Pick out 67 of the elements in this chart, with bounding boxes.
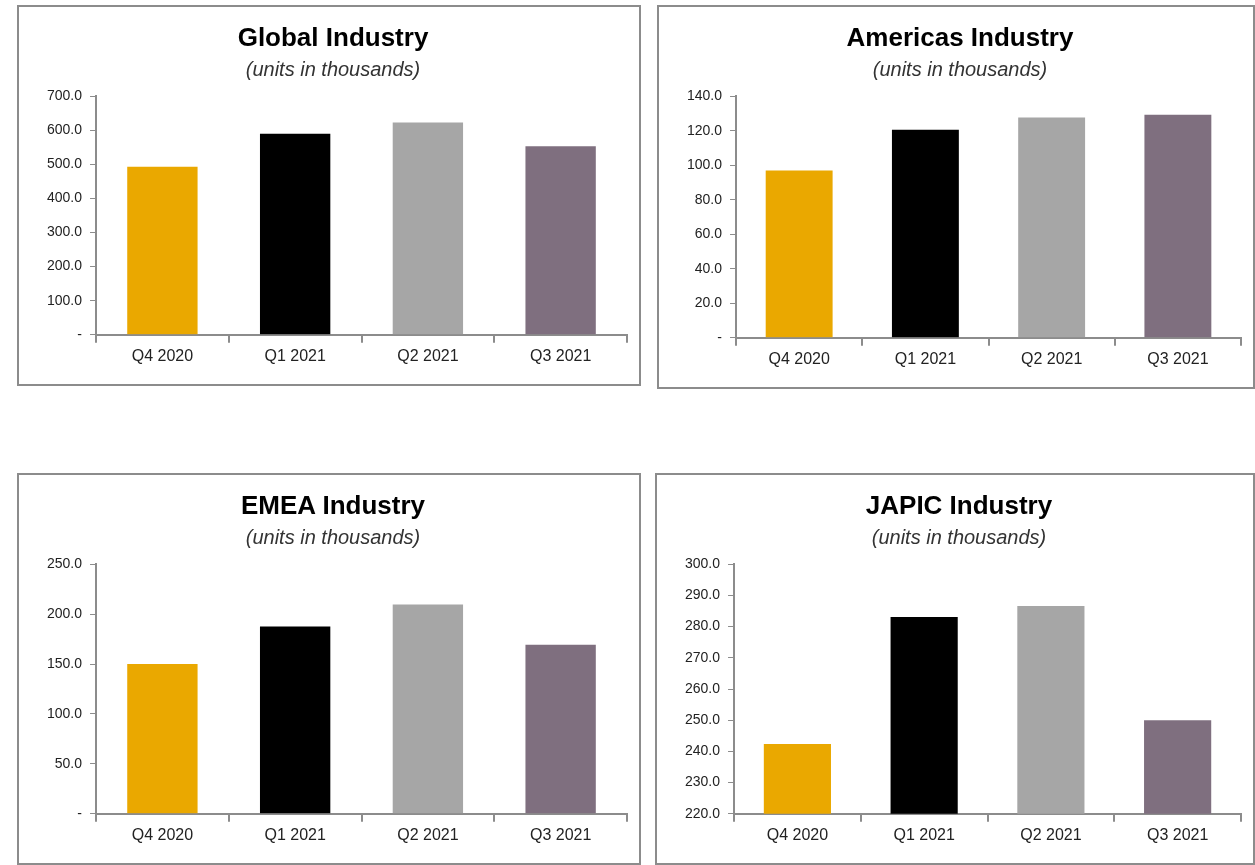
y-tick-label: 100.0 [46, 704, 83, 721]
y-tick-label: 300.0 [46, 223, 83, 240]
y-tick-label: 400.0 [46, 189, 83, 206]
y-tick-label: 200.0 [46, 257, 83, 274]
x-tick-label: Q3 2021 [1146, 825, 1209, 843]
bar [127, 664, 198, 814]
y-tick-label: 230.0 [684, 773, 721, 790]
y-tick-label: 600.0 [46, 121, 83, 138]
chart-title: EMEA Industry [241, 489, 426, 520]
x-tick-label: Q2 2021 [397, 346, 459, 364]
bar [765, 170, 833, 338]
bar [259, 133, 331, 335]
x-tick-label: Q1 2021 [264, 825, 326, 843]
y-tick-label: 260.0 [684, 679, 721, 696]
y-tick-label: - [77, 804, 83, 821]
x-tick-label: Q1 2021 [264, 346, 326, 364]
x-tick-label: Q1 2021 [893, 825, 955, 843]
y-tick-label: 40.0 [694, 259, 723, 276]
y-tick-label: 220.0 [684, 804, 721, 821]
y-tick-label: 200.0 [46, 604, 83, 621]
y-tick-label: 300.0 [684, 555, 721, 572]
y-tick-label: 250.0 [46, 555, 83, 572]
bar [891, 129, 959, 338]
y-tick-label: 700.0 [46, 87, 83, 104]
y-tick-label: 20.0 [694, 294, 723, 311]
y-tick-label: 290.0 [684, 586, 721, 603]
chart-subtitle: (units in thousands) [871, 525, 1047, 548]
chart-title: JAPIC Industry [865, 489, 1053, 520]
x-tick-label: Q2 2021 [1020, 349, 1083, 367]
x-tick-label: Q4 2020 [766, 825, 829, 843]
y-tick-label: 50.0 [54, 754, 83, 771]
x-tick-label: Q3 2021 [529, 825, 592, 843]
bar [1144, 114, 1212, 338]
y-tick-label: 250.0 [684, 711, 721, 728]
bar [525, 644, 596, 814]
chart-subtitle: (units in thousands) [245, 525, 421, 548]
bar [1018, 117, 1086, 338]
chart-subtitle: (units in thousands) [245, 57, 421, 80]
bar [525, 146, 596, 335]
y-tick-label: 60.0 [694, 225, 723, 242]
y-tick-label: 140.0 [686, 87, 723, 104]
y-tick-label: 120.0 [686, 121, 723, 138]
bar [392, 122, 464, 335]
y-tick-label: 240.0 [684, 742, 721, 759]
y-tick-label: - [717, 328, 723, 345]
y-tick-label: 280.0 [684, 617, 721, 634]
bar [259, 626, 331, 814]
x-tick-label: Q2 2021 [397, 825, 459, 843]
y-tick-label: 100.0 [686, 156, 723, 173]
x-tick-label: Q4 2020 [768, 349, 830, 367]
y-tick-label: 80.0 [694, 190, 723, 207]
x-tick-label: Q2 2021 [1020, 825, 1082, 843]
chart-subtitle: (units in thousands) [872, 57, 1048, 80]
y-tick-label: - [77, 325, 83, 342]
bar [392, 604, 464, 814]
y-tick-label: 100.0 [46, 291, 83, 308]
x-tick-label: Q4 2020 [131, 346, 194, 364]
bar [127, 166, 198, 335]
y-tick-label: 150.0 [46, 654, 83, 671]
y-tick-label: 270.0 [684, 648, 721, 665]
x-tick-label: Q1 2021 [894, 349, 957, 367]
y-tick-label: 500.0 [46, 155, 83, 172]
x-tick-label: Q3 2021 [529, 346, 592, 364]
chart-title: Global Industry [237, 21, 429, 52]
x-tick-label: Q4 2020 [131, 825, 194, 843]
x-tick-label: Q3 2021 [1147, 349, 1209, 367]
chart-title: Americas Industry [846, 21, 1074, 52]
